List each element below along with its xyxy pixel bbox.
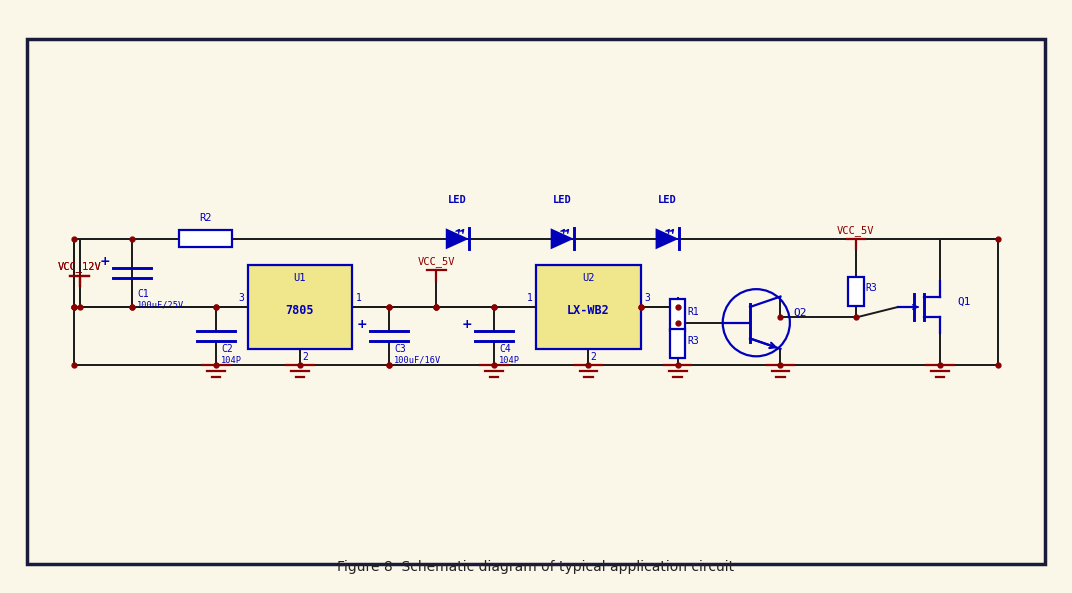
Text: C3: C3 bbox=[394, 344, 406, 354]
Text: LED: LED bbox=[448, 195, 466, 205]
Bar bbox=[670, 299, 685, 330]
Text: +: + bbox=[357, 318, 367, 330]
Text: Q2: Q2 bbox=[793, 307, 806, 317]
Text: 104P: 104P bbox=[221, 356, 242, 365]
Bar bbox=[248, 265, 353, 349]
Text: LED: LED bbox=[553, 195, 571, 205]
Text: R1: R1 bbox=[687, 307, 699, 317]
Text: LX-WB2: LX-WB2 bbox=[567, 304, 610, 317]
Text: VCC_5V: VCC_5V bbox=[418, 256, 456, 267]
Bar bbox=[536, 265, 641, 349]
Text: +: + bbox=[461, 318, 472, 330]
Text: R3: R3 bbox=[687, 336, 699, 346]
Text: VCC_12V: VCC_12V bbox=[58, 262, 102, 272]
Text: 1: 1 bbox=[356, 293, 361, 303]
Text: U2: U2 bbox=[582, 273, 595, 283]
Text: 2: 2 bbox=[302, 352, 308, 362]
Text: C4: C4 bbox=[500, 344, 511, 354]
Polygon shape bbox=[656, 228, 679, 249]
Text: 3: 3 bbox=[644, 293, 650, 303]
Text: U1: U1 bbox=[294, 273, 307, 283]
Bar bbox=[27, 40, 1045, 564]
Text: R2: R2 bbox=[199, 213, 212, 223]
Polygon shape bbox=[446, 228, 468, 249]
Text: 1: 1 bbox=[527, 293, 533, 303]
Text: VCC_5V: VCC_5V bbox=[837, 225, 875, 235]
Text: VCC_12V: VCC_12V bbox=[58, 262, 102, 272]
Bar bbox=[848, 276, 864, 306]
Text: +: + bbox=[100, 254, 110, 267]
Text: 3: 3 bbox=[238, 293, 244, 303]
Text: 104P: 104P bbox=[500, 356, 520, 365]
Text: Q1: Q1 bbox=[957, 296, 971, 307]
Text: C2: C2 bbox=[221, 344, 233, 354]
Bar bbox=[670, 329, 685, 358]
Text: R3: R3 bbox=[865, 283, 877, 293]
Text: 7805: 7805 bbox=[286, 304, 314, 317]
Text: 100uF/25V: 100uF/25V bbox=[137, 300, 184, 309]
Text: 100uF/16V: 100uF/16V bbox=[394, 356, 442, 365]
Text: LED: LED bbox=[658, 195, 676, 205]
Text: 2: 2 bbox=[591, 352, 596, 362]
Text: C1: C1 bbox=[137, 289, 149, 299]
Bar bbox=[179, 231, 232, 247]
Polygon shape bbox=[551, 228, 574, 249]
Text: Figure 8  Schematic diagram of typical application circuit: Figure 8 Schematic diagram of typical ap… bbox=[338, 560, 734, 575]
